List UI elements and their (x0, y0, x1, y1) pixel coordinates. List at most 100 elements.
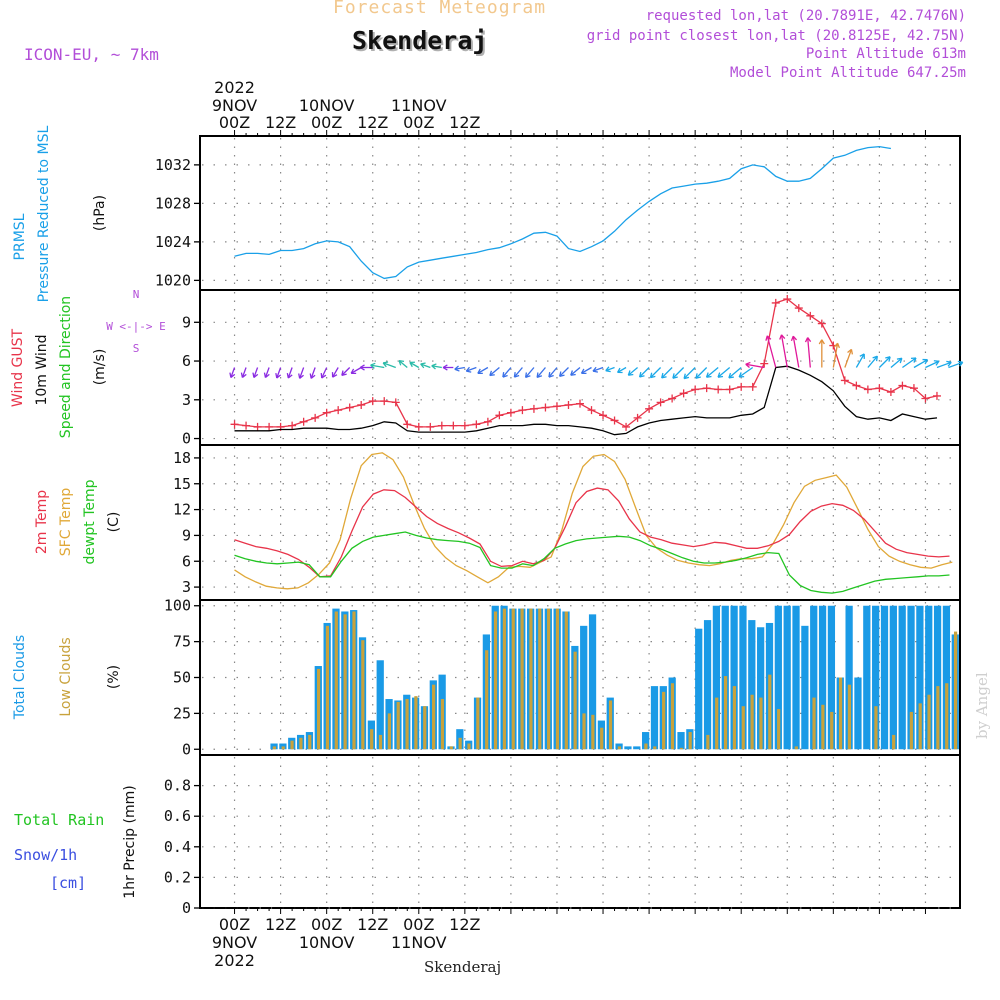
cloud-low-bar (325, 625, 330, 750)
sfc-temp-label: SFC Temp (58, 488, 74, 557)
gust-marker (437, 421, 446, 430)
temp-unit: (C) (106, 512, 122, 533)
wind-arrow (382, 362, 396, 369)
cloud-low-bar (936, 686, 940, 750)
cloud-low-bar (538, 608, 542, 750)
cloud-low-bar (608, 700, 613, 750)
wind-arrow (398, 360, 408, 368)
gust-marker (886, 388, 895, 397)
cloud-total-bar (898, 605, 906, 750)
cloud-total-bar (624, 746, 632, 750)
wind-arrowhead (705, 372, 712, 378)
wind-arrowhead (649, 372, 656, 379)
cloud-low-bar (405, 699, 409, 750)
cloud-total-bar (783, 605, 791, 750)
wind-arrow (867, 355, 878, 368)
cloud-low-bar (511, 608, 515, 750)
cloud-low-bar (953, 631, 958, 750)
wind-arrowhead (847, 348, 854, 355)
temp-ytick-label: 9 (182, 526, 191, 544)
wind-arrowhead (627, 370, 634, 376)
gust-marker (875, 384, 884, 393)
wind-unit: (m/s) (92, 349, 108, 386)
wind-arrowhead (910, 357, 917, 363)
gust-marker (714, 385, 723, 394)
wind-arrow (605, 366, 615, 372)
gust-marker (645, 404, 654, 413)
cloud-low-bar (485, 650, 489, 750)
cloud-low-bar (945, 683, 949, 750)
precip-ytick-label: 0 (182, 899, 191, 917)
cloud-low-bar (467, 743, 471, 750)
bottom-time-label: 12Z (265, 915, 296, 934)
wind-arrow (409, 361, 420, 369)
wind-arrow (878, 356, 891, 368)
gust-marker (599, 411, 608, 420)
cloud-total-bar (818, 605, 827, 750)
wind-arrow (627, 367, 638, 376)
wind-arrowhead (398, 359, 405, 366)
cloud-low-bar (688, 732, 692, 750)
wind-arrowhead (672, 373, 678, 379)
wind-arrow (639, 367, 650, 378)
dewpt-temp-label: dewpt Temp (82, 479, 98, 564)
cloud-low-bar (768, 674, 772, 750)
cloud-total-bar (863, 605, 871, 750)
wind-arrow (230, 367, 236, 378)
top-time-label: 00Z (219, 113, 250, 132)
cloud-total-bar (633, 746, 641, 750)
compass-north: N (133, 288, 140, 301)
cloud-total-bar (792, 605, 800, 750)
cloud-low-bar (493, 611, 498, 750)
wind-arrow (807, 337, 811, 368)
gust-marker (622, 422, 631, 431)
cloud-low-bar (387, 713, 391, 750)
cloud-low-bar (662, 691, 666, 750)
wind-arrow (253, 367, 259, 378)
cloud-low-bar (334, 611, 338, 750)
requested-coords: requested lon,lat (20.7891E, 42.7476N) (645, 8, 966, 24)
gust-marker (576, 399, 584, 408)
cloud-low-bar (909, 711, 913, 750)
wind-arrow (913, 359, 928, 369)
pressure-unit: (hPa) (92, 195, 108, 231)
gust-marker (760, 359, 769, 368)
wind-arrow (332, 367, 339, 378)
wind-arrowhead (370, 362, 376, 369)
wind-arrowhead (320, 372, 327, 379)
wind-ytick-label: 3 (182, 391, 191, 409)
wind-arrow (513, 367, 523, 378)
wind-arrowhead (489, 370, 495, 377)
wind-arrow (350, 366, 362, 374)
cloud-low-bar (529, 608, 533, 750)
cloud-low-bar (777, 709, 781, 750)
cloud-low-bar (555, 608, 560, 750)
top-time-label: 00Z (403, 113, 434, 132)
wind-arrowhead (661, 372, 667, 379)
cloud-total-bar (270, 743, 278, 750)
wind-arrow (780, 334, 788, 368)
wind-arrow (502, 367, 512, 378)
cloud-total-bar (739, 605, 747, 750)
gust-marker (311, 413, 320, 422)
cloud-total-bar (872, 605, 880, 750)
compass-we: W <-|-> E (106, 320, 166, 333)
gust-marker (806, 311, 815, 320)
cloud-low-bar (670, 683, 675, 750)
cloud-low-bar (458, 737, 462, 750)
cloud-total-bar (774, 605, 782, 750)
panel-frame-5 (199, 754, 961, 909)
wind-arrow (890, 357, 903, 368)
top-year-label: 2022 (214, 78, 255, 97)
pressure-ytick-label: 1028 (155, 194, 191, 212)
cloud-low-bar (812, 697, 816, 750)
gust-marker (253, 422, 262, 431)
gust-marker (403, 420, 412, 429)
wind-arrow (766, 335, 777, 368)
gust-marker (691, 385, 700, 394)
cloud-total-bar (925, 605, 933, 750)
clouds-unit: (%) (106, 665, 122, 689)
cloud-low-bar (715, 697, 719, 750)
wind-arrowhead (240, 372, 247, 379)
cloud-low-bar (927, 694, 931, 750)
